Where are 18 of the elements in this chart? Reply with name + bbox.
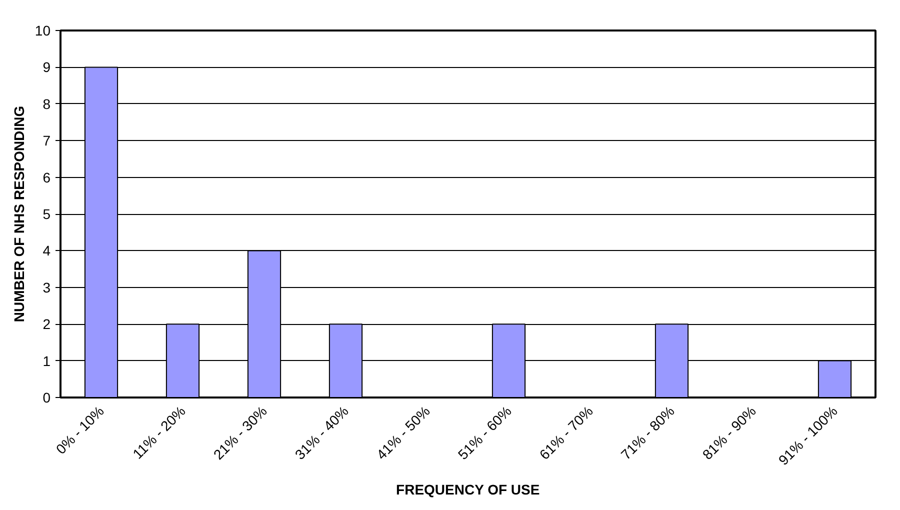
y-tick-label: 3 [42, 279, 51, 296]
y-tick-label: 6 [42, 169, 51, 186]
x-tick-label: 71% - 80% [618, 402, 678, 463]
x-tick-label: 61% - 70% [536, 402, 596, 463]
y-tick-label: 4 [42, 242, 51, 259]
y-axis-title: NUMBER OF NHS RESPONDING [10, 106, 27, 322]
y-tick-label: 9 [42, 59, 51, 76]
x-tick-label: 41% - 50% [373, 402, 433, 463]
x-axis-title: FREQUENCY OF USE [396, 482, 540, 498]
y-tick-label: 5 [42, 206, 51, 222]
x-tick-label: 81% - 90% [699, 402, 759, 463]
x-tick-label: 31% - 40% [292, 402, 352, 463]
y-tick-label: 0 [42, 390, 51, 406]
y-tick-label: 2 [42, 316, 51, 332]
y-tick-label: 1 [42, 352, 51, 369]
y-tick-label: 8 [42, 96, 51, 112]
y-tick-label: 7 [42, 132, 51, 149]
y-tick-label: 10 [34, 22, 51, 38]
